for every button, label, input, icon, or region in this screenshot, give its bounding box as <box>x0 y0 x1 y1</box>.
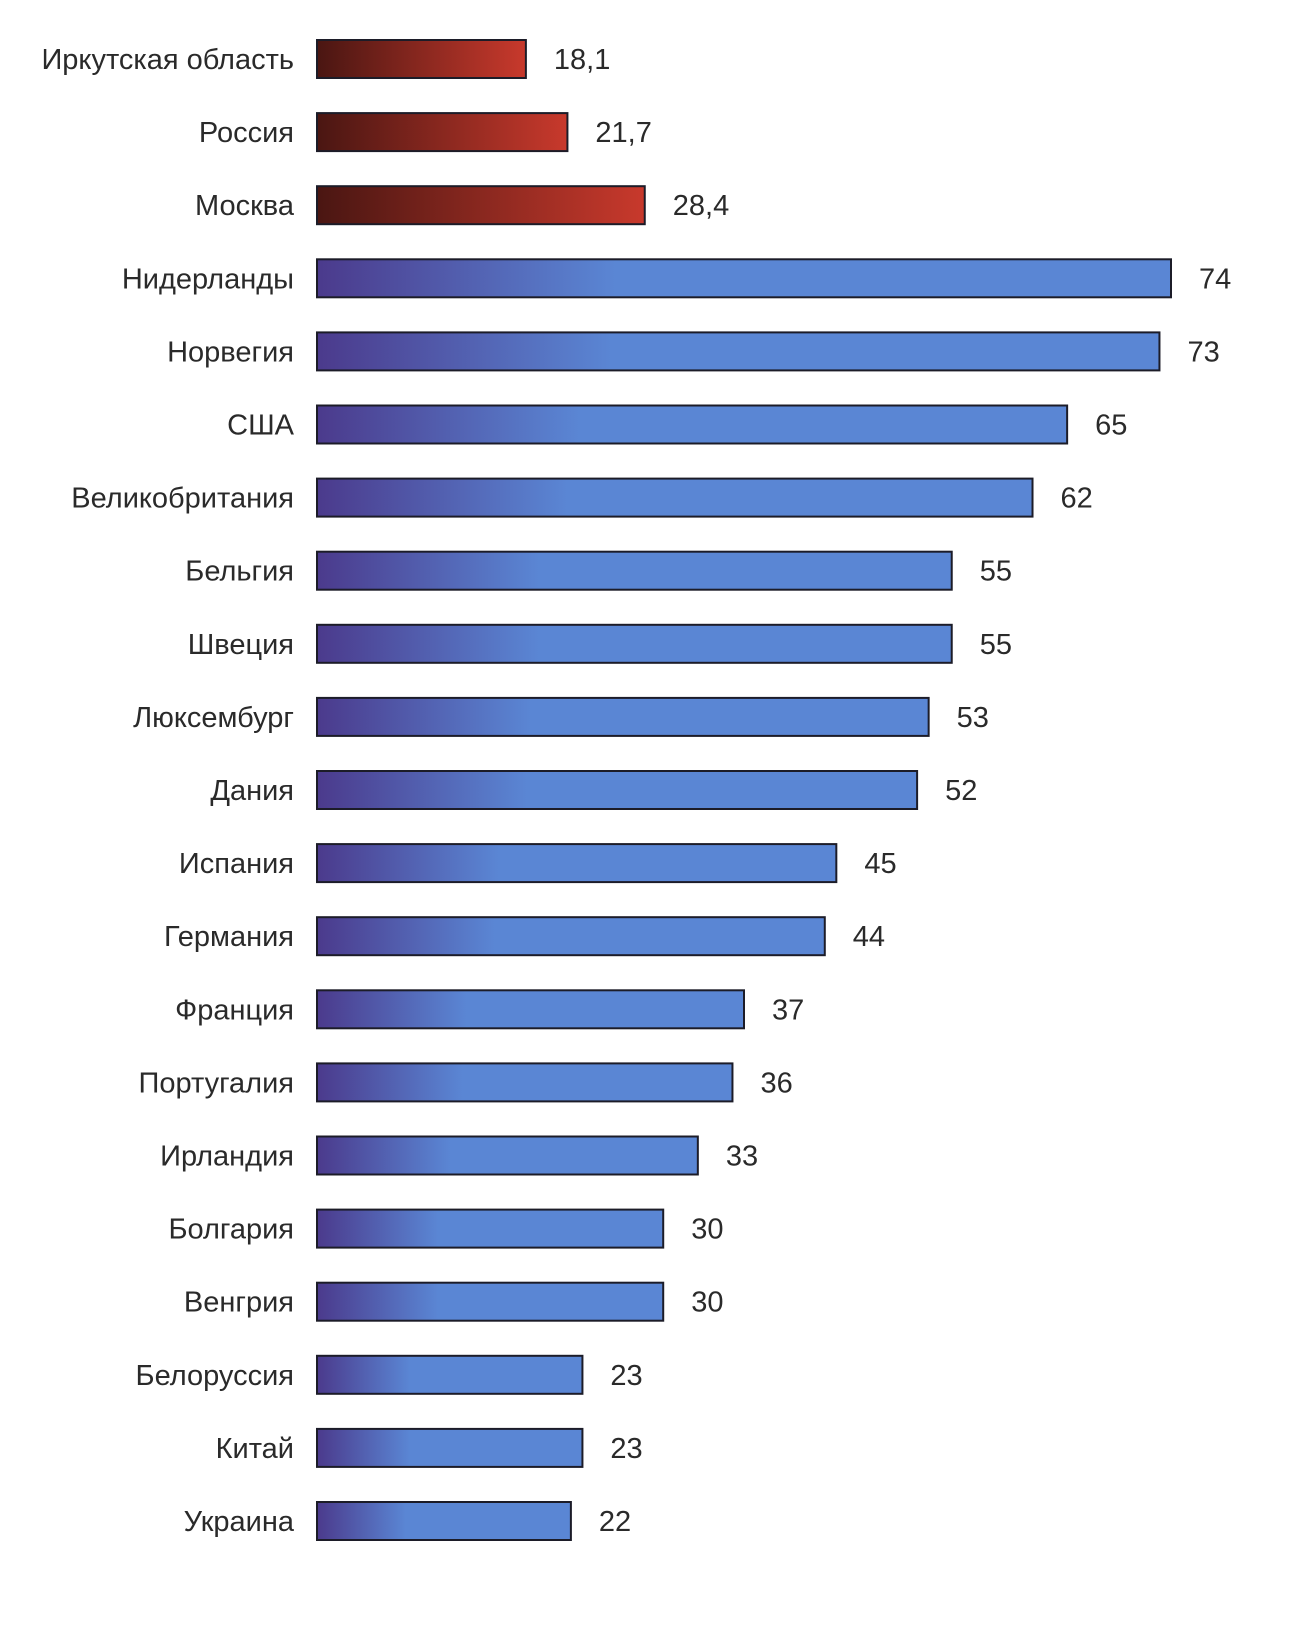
bar-row: Болгария 30 <box>168 1208 723 1249</box>
value-label: 18,1 <box>554 44 610 76</box>
bar-row: Норвегия 73 <box>167 331 1220 372</box>
category-label: США <box>227 410 295 442</box>
bar-row: США 65 <box>227 404 1127 445</box>
bar-row: Китай 23 <box>216 1427 643 1468</box>
bar-row: Венгрия 30 <box>184 1281 723 1322</box>
bar-row: Германия 44 <box>164 916 885 957</box>
bar <box>316 1501 572 1541</box>
bar <box>316 331 1161 372</box>
value-label: 74 <box>1199 263 1231 295</box>
value-label: 21,7 <box>595 117 651 149</box>
bar-row: Нидерланды 74 <box>122 258 1231 299</box>
bar-row: Испания 45 <box>179 843 897 884</box>
bar-row: Люксембург 53 <box>133 696 989 737</box>
bar-row: Франция 37 <box>175 989 804 1030</box>
category-label: Болгария <box>168 1214 294 1246</box>
category-label: Франция <box>175 994 294 1026</box>
bar <box>316 770 919 810</box>
value-label: 37 <box>772 994 804 1026</box>
bar-row: Бельгия 55 <box>185 550 1012 591</box>
bars-layer: Иркутская область 18,1 Россия 21,7 Москва 28,… <box>41 39 1231 1541</box>
value-label: 53 <box>957 702 989 734</box>
bar-row: Великобритания 62 <box>71 477 1093 518</box>
value-label: 30 <box>691 1214 723 1246</box>
value-label: 45 <box>864 848 896 880</box>
value-label: 28,4 <box>673 190 729 222</box>
value-label: 22 <box>599 1506 631 1538</box>
category-label: Норвегия <box>167 336 294 368</box>
bar <box>316 477 1034 518</box>
bar <box>316 623 953 664</box>
value-label: 55 <box>980 629 1012 661</box>
category-label: Россия <box>199 117 294 149</box>
value-label: 30 <box>691 1287 723 1319</box>
bar-row: Москва 28,4 <box>195 185 729 226</box>
category-label: Дания <box>210 775 294 807</box>
bar <box>316 1427 584 1468</box>
value-label: 65 <box>1095 410 1127 442</box>
category-label: Люксембург <box>133 702 294 734</box>
bar <box>316 1062 734 1103</box>
category-label: Нидерланды <box>122 263 294 295</box>
bar <box>316 112 569 153</box>
value-label: 52 <box>945 775 977 807</box>
bar <box>316 1354 584 1395</box>
value-label: 73 <box>1187 336 1219 368</box>
category-label: Белоруссия <box>136 1360 294 1392</box>
category-label: Бельгия <box>185 556 294 588</box>
bar <box>316 258 1172 299</box>
category-label: Португалия <box>139 1067 294 1099</box>
bar-row: Россия 21,7 <box>199 112 652 153</box>
category-label: Германия <box>164 921 294 953</box>
value-label: 36 <box>760 1067 792 1099</box>
category-label: Швеция <box>188 629 294 661</box>
bar <box>316 1281 665 1322</box>
category-label: Венгрия <box>184 1287 294 1319</box>
bar-row: Швеция 55 <box>188 623 1012 664</box>
value-label: 33 <box>726 1141 758 1173</box>
bar <box>316 39 527 79</box>
bar <box>316 843 838 884</box>
bar <box>316 916 826 957</box>
value-label: 23 <box>610 1433 642 1465</box>
category-label: Ирландия <box>160 1141 294 1173</box>
bar <box>316 696 930 737</box>
bar-row: Ирландия 33 <box>160 1135 758 1176</box>
bar <box>316 404 1069 445</box>
bar-row: Португалия 36 <box>139 1062 793 1103</box>
bar-row: Иркутская область 18,1 <box>41 39 610 79</box>
bar <box>316 989 745 1030</box>
bar <box>316 185 646 226</box>
bar <box>316 1208 665 1249</box>
category-label: Китай <box>216 1433 294 1465</box>
bar <box>316 1135 699 1176</box>
category-label: Великобритания <box>71 483 294 515</box>
category-label: Иркутская область <box>41 44 294 76</box>
category-label: Украина <box>184 1506 295 1538</box>
bar-row: Украина 22 <box>184 1501 631 1541</box>
bar-row: Белоруссия 23 <box>136 1354 643 1395</box>
category-label: Москва <box>195 190 295 222</box>
category-label: Испания <box>179 848 294 880</box>
value-label: 55 <box>980 556 1012 588</box>
value-label: 23 <box>610 1360 642 1392</box>
value-label: 62 <box>1061 483 1093 515</box>
bar <box>316 550 953 591</box>
bar-row: Дания 52 <box>210 770 977 810</box>
value-label: 44 <box>853 921 885 953</box>
